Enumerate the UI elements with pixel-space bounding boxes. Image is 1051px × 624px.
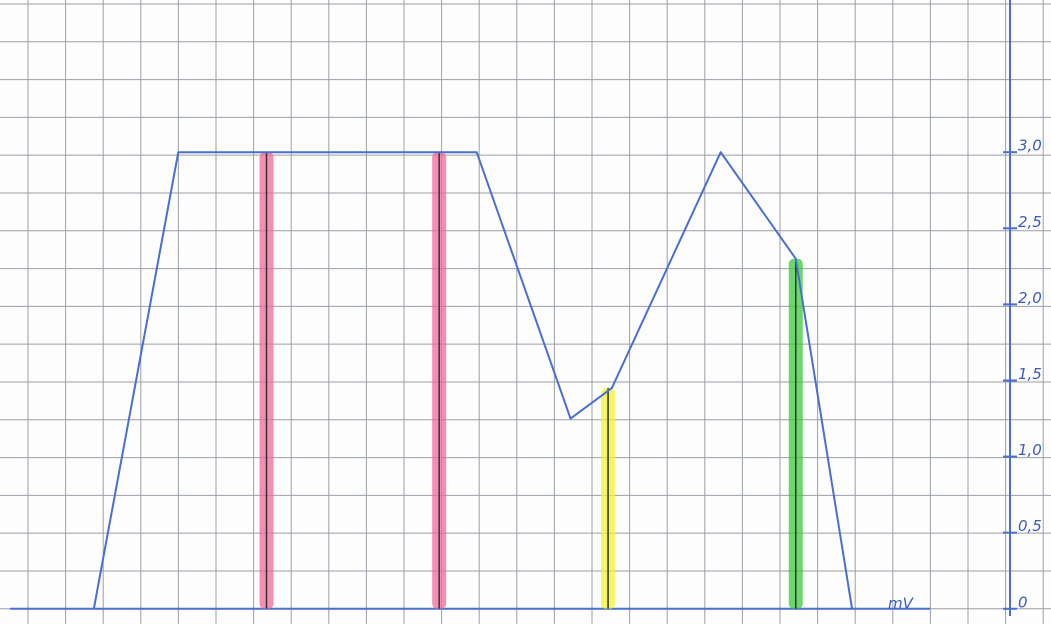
y-tick-label: 1,0 [1018, 441, 1042, 459]
data-line [92, 151, 854, 609]
y-tick-label: 0 [1018, 593, 1028, 611]
x-axis-label: mV [888, 595, 915, 613]
y-tick-label: 2,5 [1018, 213, 1042, 231]
y-tick-label: 3,0 [1018, 137, 1042, 155]
y-tick-label: 1,5 [1018, 365, 1042, 383]
y-tick-label: 2,0 [1018, 289, 1042, 307]
y-tick-label: 0,5 [1018, 517, 1042, 535]
